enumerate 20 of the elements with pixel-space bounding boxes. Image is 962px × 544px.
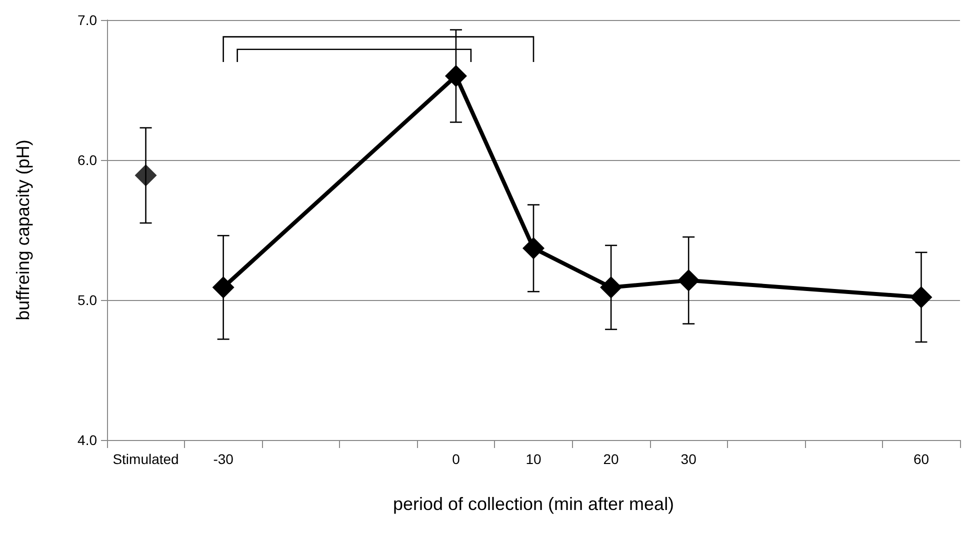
- point: [212, 276, 234, 298]
- y-tick-label: 6.0: [78, 152, 98, 168]
- x-tick-label: 60: [913, 451, 930, 467]
- y-axis-title: buffreing capacity (pH): [13, 140, 33, 320]
- point: [134, 164, 157, 186]
- point: [522, 237, 544, 260]
- x-tick-label: 0: [452, 451, 460, 467]
- x-tick-label: Stimulated: [112, 451, 179, 467]
- x-tick-label: 10: [526, 451, 542, 467]
- x-tick-label: -30: [213, 451, 234, 467]
- x-tick-label: 30: [680, 451, 697, 467]
- x-tick-label: 20: [603, 451, 620, 467]
- y-tick-label: 7.0: [78, 12, 98, 28]
- y-tick-label: 4.0: [78, 432, 98, 448]
- point: [444, 65, 467, 87]
- point: [910, 286, 932, 308]
- x-axis-title: period of collection (min after meal): [392, 494, 674, 514]
- point: [678, 269, 700, 292]
- point: [600, 276, 622, 298]
- y-tick-label: 5.0: [78, 292, 98, 308]
